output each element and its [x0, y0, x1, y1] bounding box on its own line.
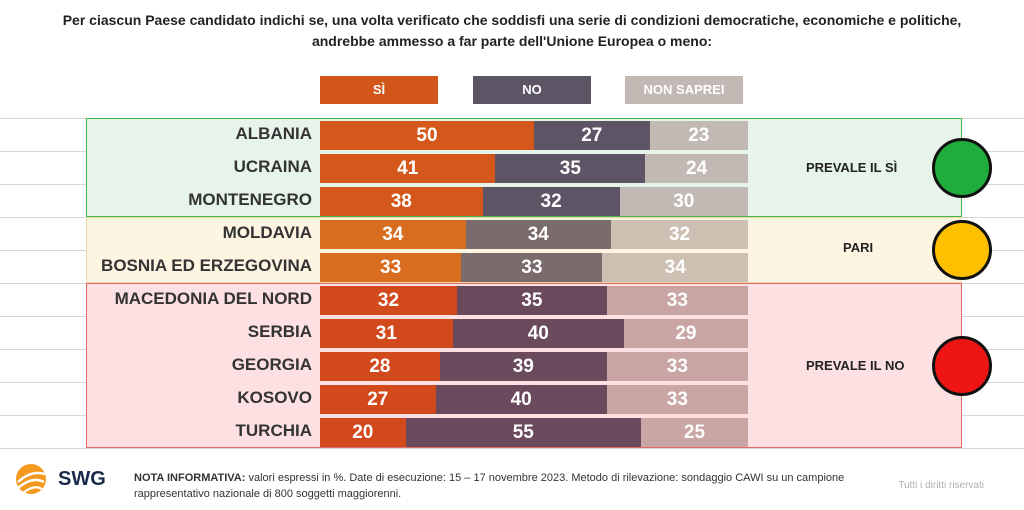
- chart-title: Per ciascun Paese candidato indichi se, …: [20, 10, 1004, 52]
- rights-notice: Tutti i diritti riservati: [898, 480, 984, 491]
- category-label: GEORGIA: [231, 355, 312, 374]
- bar-segment-si: 34: [320, 220, 466, 249]
- verdict-label-yellow: PARI: [843, 240, 874, 255]
- bar-segment-si: 50: [320, 121, 534, 150]
- title-line-1: Per ciascun Paese candidato indichi se, …: [62, 12, 962, 28]
- category-label: TURCHIA: [235, 421, 313, 440]
- swg-logo-icon: [16, 464, 46, 494]
- row-divider: [0, 448, 1024, 449]
- bar-segment-si: 28: [320, 352, 440, 381]
- title-line-2: andrebbe ammesso a far parte dell'Unione…: [311, 33, 713, 49]
- bar-segment-si: 31: [320, 319, 453, 348]
- bar-segment-non-saprei: 33: [606, 385, 748, 414]
- brand-name: SWG: [58, 468, 106, 490]
- bar-segment-si: 33: [320, 253, 462, 282]
- bar-segment-non-saprei: 33: [606, 352, 748, 381]
- bar-segment-no: 40: [435, 385, 607, 414]
- verdict-label-green: PREVALE IL SÌ: [806, 159, 898, 175]
- bar-segment-non-saprei: 25: [641, 418, 748, 447]
- bar-segment-non-saprei: 32: [611, 220, 748, 249]
- bar-segment-no: 34: [465, 220, 612, 249]
- bar-segment-si: 20: [320, 418, 406, 447]
- bar-segment-non-saprei: 30: [619, 187, 748, 216]
- category-label: KOSOVO: [237, 388, 312, 407]
- bar-segment-no: 40: [452, 319, 624, 348]
- info-note-text: valori espressi in %. Date di esecuzione…: [134, 472, 845, 500]
- category-label: UCRAINA: [233, 157, 312, 176]
- bar-segment-si: 41: [320, 154, 496, 183]
- bar-segment-non-saprei: 24: [645, 154, 748, 183]
- bar-segment-non-saprei: 23: [649, 121, 748, 150]
- bar-segment-no: 35: [495, 154, 646, 183]
- bar-segment-non-saprei: 33: [606, 286, 748, 315]
- bar-segment-no: 35: [456, 286, 607, 315]
- category-label: ALBANIA: [235, 124, 313, 143]
- verdict-label-red: PREVALE IL NO: [806, 357, 905, 373]
- category-label: MACEDONIA DEL NORD: [114, 289, 312, 308]
- bar-segment-si: 38: [320, 187, 483, 216]
- bar-segment-non-saprei: 29: [623, 319, 748, 348]
- category-label: BOSNIA ED ERZEGOVINA: [101, 256, 312, 275]
- info-note-label: NOTA INFORMATIVA:: [134, 472, 246, 484]
- category-label: MOLDAVIA: [222, 223, 312, 242]
- bar-segment-si: 32: [320, 286, 457, 315]
- traffic-light-green-icon: [932, 137, 992, 198]
- bar-segment-no: 55: [405, 418, 641, 447]
- traffic-light-yellow-icon: [932, 220, 992, 280]
- info-note: NOTA INFORMATIVA: valori espressi in %. …: [134, 470, 854, 502]
- legend-si: SÌ: [320, 76, 438, 104]
- bar-segment-no: 27: [534, 121, 650, 150]
- bar-segment-no: 32: [482, 187, 620, 216]
- bar-segment-no: 33: [461, 253, 603, 282]
- category-label: SERBIA: [247, 322, 312, 341]
- traffic-light-red-icon: [932, 335, 992, 396]
- legend-no: NO: [473, 76, 591, 104]
- legend-non-saprei: NON SAPREI: [625, 76, 743, 104]
- category-label: MONTENEGRO: [188, 190, 312, 209]
- bar-segment-si: 27: [320, 385, 436, 414]
- bar-segment-no: 39: [439, 352, 607, 381]
- bar-segment-non-saprei: 34: [602, 253, 748, 282]
